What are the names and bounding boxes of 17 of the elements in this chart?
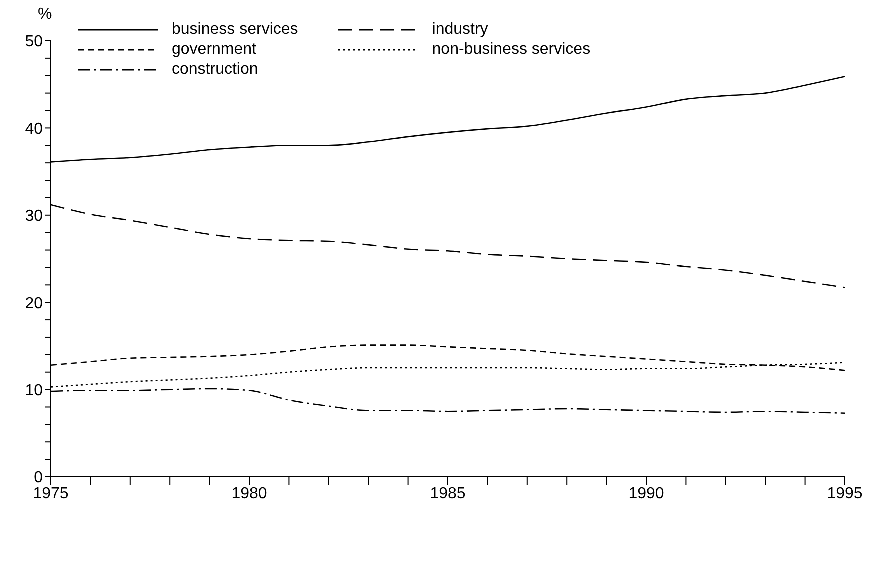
legend-label: construction	[172, 61, 258, 79]
x-tick-label: 1990	[628, 485, 664, 502]
legend-label: industry	[432, 21, 488, 39]
y-tick-label: 30	[25, 208, 44, 226]
legend-label: business services	[172, 21, 298, 39]
y-tick-label: 0	[34, 470, 44, 487]
x-tick-label: 1975	[33, 485, 69, 502]
x-tick-label: 1985	[430, 485, 466, 502]
y-tick-label: 40	[25, 120, 44, 138]
x-tick-label: 1995	[827, 485, 863, 502]
y-tick-label: 50	[25, 34, 44, 51]
x-tick-label: 1980	[232, 485, 268, 502]
y-axis-title: %	[38, 6, 52, 24]
y-tick-label: 10	[25, 382, 44, 400]
legend-label: non-business services	[432, 41, 591, 59]
y-tick-label: 20	[25, 295, 44, 312]
legend-label: government	[172, 41, 256, 59]
